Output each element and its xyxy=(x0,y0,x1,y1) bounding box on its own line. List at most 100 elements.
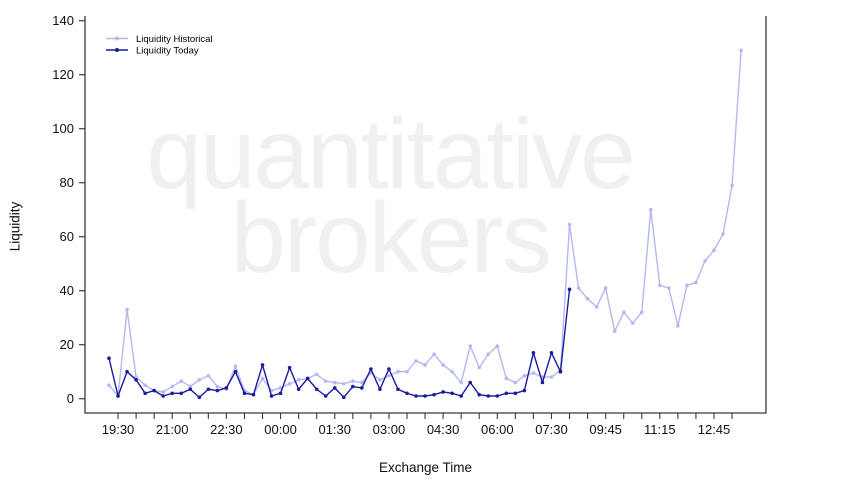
data-point-marker xyxy=(134,375,138,379)
data-point-marker xyxy=(450,369,454,374)
data-point-marker xyxy=(351,384,355,389)
data-point-marker xyxy=(441,363,445,367)
data-point-marker xyxy=(179,379,184,383)
data-point-marker xyxy=(639,310,644,315)
y-tick-label: 100 xyxy=(52,121,74,136)
data-point-marker xyxy=(468,344,473,348)
data-point-marker xyxy=(531,371,536,375)
axis-frame xyxy=(84,16,767,414)
data-point-marker xyxy=(143,383,147,388)
data-point-marker xyxy=(323,394,328,398)
data-point-marker xyxy=(269,394,274,398)
y-tick-label: 80 xyxy=(60,175,74,190)
data-point-marker xyxy=(387,367,391,371)
data-point-marker xyxy=(594,305,599,309)
x-tick-label: 09:45 xyxy=(589,422,622,437)
data-point-marker xyxy=(667,286,671,290)
x-tick-label: 07:30 xyxy=(535,422,568,437)
x-axis-title: Exchange Time xyxy=(378,460,473,475)
x-tick-label: 03:00 xyxy=(373,422,406,437)
data-point-marker xyxy=(459,380,463,385)
data-point-marker xyxy=(188,384,193,389)
x-tick-label: 19:30 xyxy=(102,422,135,437)
data-point-marker xyxy=(549,351,554,355)
data-point-marker xyxy=(134,378,138,382)
data-point-marker xyxy=(378,378,382,382)
x-tick-label: 04:30 xyxy=(427,422,460,437)
data-point-marker xyxy=(649,207,653,212)
data-point-marker xyxy=(549,375,554,379)
data-point-marker xyxy=(197,395,202,400)
data-point-marker xyxy=(287,365,292,370)
data-point-marker xyxy=(531,351,536,355)
data-point-marker xyxy=(278,391,283,396)
data-point-marker xyxy=(432,352,436,356)
data-point-marker xyxy=(730,183,734,188)
data-point-marker xyxy=(206,373,211,378)
data-point-marker xyxy=(432,392,436,397)
series-lines xyxy=(107,48,743,400)
legend-label-today: Liquidity Today xyxy=(136,46,199,57)
y-tick-label: 0 xyxy=(67,391,74,406)
data-point-marker xyxy=(378,387,382,392)
series-line xyxy=(108,289,571,399)
data-point-marker xyxy=(188,387,193,392)
data-point-marker xyxy=(296,378,301,382)
legend-swatch-dot-historical xyxy=(115,36,119,41)
y-tick-label: 40 xyxy=(60,283,74,298)
data-point-marker xyxy=(694,280,698,285)
x-tick-label: 11:15 xyxy=(644,422,676,437)
data-point-marker xyxy=(152,388,156,393)
y-tick-label: 120 xyxy=(52,67,74,82)
data-point-marker xyxy=(468,380,473,385)
x-tick-label: 00:00 xyxy=(264,422,297,437)
data-point-marker xyxy=(513,391,518,396)
data-point-marker xyxy=(314,387,319,392)
data-point-marker xyxy=(170,384,175,389)
data-point-marker xyxy=(712,248,716,252)
data-point-marker xyxy=(332,380,337,385)
data-point-marker xyxy=(233,369,238,374)
data-point-marker xyxy=(540,380,545,385)
data-point-marker xyxy=(206,387,211,392)
data-point-marker xyxy=(558,369,563,374)
data-point-marker xyxy=(676,324,680,328)
data-point-marker xyxy=(739,48,743,53)
data-point-marker xyxy=(630,321,635,325)
data-point-marker xyxy=(369,367,373,371)
data-point-marker xyxy=(477,365,482,370)
data-point-marker xyxy=(703,259,707,263)
data-point-marker xyxy=(685,283,689,288)
data-point-marker xyxy=(296,387,301,392)
watermark-line-1: quantitative xyxy=(146,98,635,210)
data-point-marker xyxy=(107,383,111,388)
y-tick-label: 20 xyxy=(60,337,74,352)
data-point-marker xyxy=(567,287,572,292)
data-point-marker xyxy=(224,386,229,390)
x-tick-label: 06:00 xyxy=(481,422,514,437)
axes: 0 20 40 60 80 100 120 140 19:30 21:00 22:30 00:00 01… xyxy=(52,13,767,437)
data-point-marker xyxy=(143,391,147,396)
data-point-marker xyxy=(197,378,202,382)
data-point-marker xyxy=(486,352,491,356)
data-point-marker xyxy=(215,388,220,393)
series-liquidity-historical xyxy=(107,48,743,398)
data-point-marker xyxy=(351,379,355,383)
data-point-marker xyxy=(495,344,500,348)
data-point-marker xyxy=(405,391,409,396)
data-point-marker xyxy=(116,394,120,398)
data-point-marker xyxy=(576,286,581,290)
x-tick-label: 12:45 xyxy=(698,422,731,437)
data-point-marker xyxy=(495,394,500,398)
data-point-marker xyxy=(522,388,527,393)
data-point-marker xyxy=(423,363,427,367)
y-axis-title: Liquidity xyxy=(7,201,23,252)
data-point-marker xyxy=(332,386,337,390)
data-point-marker xyxy=(658,283,662,288)
data-point-marker xyxy=(405,369,409,374)
data-point-marker xyxy=(125,369,129,374)
data-point-marker xyxy=(414,394,418,398)
data-point-marker xyxy=(360,386,364,390)
